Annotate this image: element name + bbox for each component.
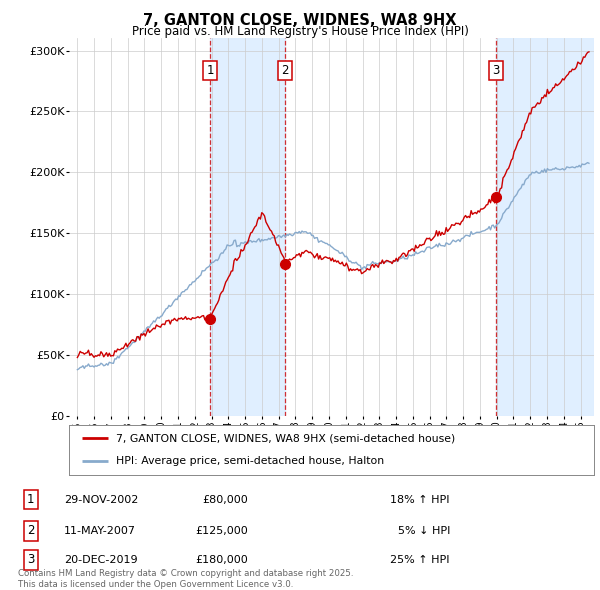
Text: 7, GANTON CLOSE, WIDNES, WA8 9HX (semi-detached house): 7, GANTON CLOSE, WIDNES, WA8 9HX (semi-d… [116, 433, 455, 443]
Text: £125,000: £125,000 [196, 526, 248, 536]
Text: 2: 2 [281, 64, 289, 77]
Text: 7, GANTON CLOSE, WIDNES, WA8 9HX: 7, GANTON CLOSE, WIDNES, WA8 9HX [143, 13, 457, 28]
Bar [496, 38, 594, 416]
Text: HPI: Average price, semi-detached house, Halton: HPI: Average price, semi-detached house,… [116, 457, 385, 467]
Text: 1: 1 [27, 493, 34, 506]
Text: 29-NOV-2002: 29-NOV-2002 [64, 494, 139, 504]
Text: 3: 3 [27, 553, 34, 566]
Text: £180,000: £180,000 [196, 555, 248, 565]
Text: 25% ↑ HPI: 25% ↑ HPI [391, 555, 450, 565]
Text: Price paid vs. HM Land Registry's House Price Index (HPI): Price paid vs. HM Land Registry's House … [131, 25, 469, 38]
Text: £80,000: £80,000 [203, 494, 248, 504]
Text: 11-MAY-2007: 11-MAY-2007 [64, 526, 136, 536]
Text: 3: 3 [493, 64, 500, 77]
Text: 2: 2 [27, 524, 34, 537]
Bar [210, 38, 285, 416]
Text: Contains HM Land Registry data © Crown copyright and database right 2025.
This d: Contains HM Land Registry data © Crown c… [18, 569, 353, 589]
Text: 20-DEC-2019: 20-DEC-2019 [64, 555, 138, 565]
Text: 1: 1 [206, 64, 214, 77]
Text: 5% ↓ HPI: 5% ↓ HPI [398, 526, 450, 536]
Text: 18% ↑ HPI: 18% ↑ HPI [391, 494, 450, 504]
